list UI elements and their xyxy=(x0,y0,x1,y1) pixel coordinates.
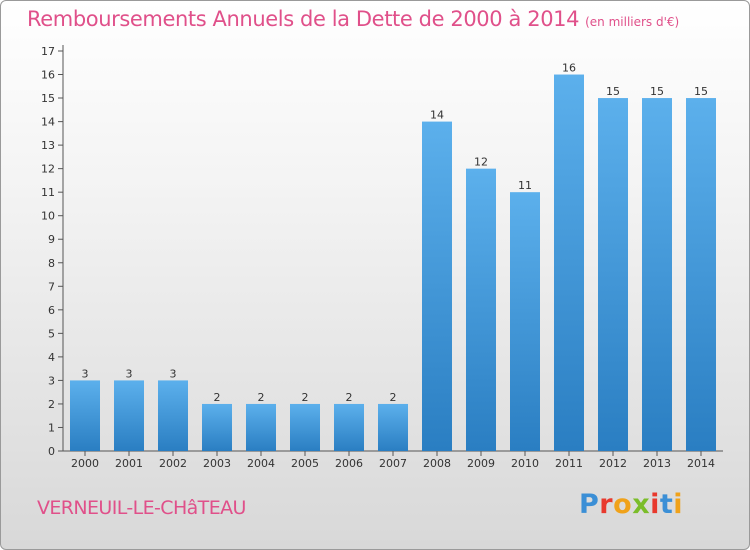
y-tick-label: 6 xyxy=(48,304,55,317)
y-tick-label: 3 xyxy=(48,374,55,387)
y-tick-label: 15 xyxy=(41,92,55,105)
x-tick-label: 2007 xyxy=(379,457,407,470)
logo-letter: i xyxy=(673,489,684,520)
bars xyxy=(70,74,716,452)
y-tick-label: 4 xyxy=(48,351,55,364)
bar xyxy=(642,98,672,451)
data-label: 2 xyxy=(302,391,309,404)
commune-name: VERNEUIL-LE-CHâTEAU xyxy=(37,497,246,519)
bar xyxy=(378,403,408,451)
bar xyxy=(246,403,276,451)
y-tick-label: 11 xyxy=(41,186,55,199)
data-label: 12 xyxy=(474,156,488,169)
logo-letter: P xyxy=(579,489,600,520)
bar xyxy=(114,380,144,451)
x-tick-label: 2000 xyxy=(71,457,99,470)
x-tick-label: 2009 xyxy=(467,457,495,470)
chart-title-text: Remboursements Annuels de la Dette de 20… xyxy=(27,7,580,31)
data-label: 3 xyxy=(170,367,177,380)
data-label: 2 xyxy=(214,391,221,404)
x-tick-label: 2001 xyxy=(115,457,143,470)
y-tick-label: 0 xyxy=(48,445,55,458)
y-tick-label: 7 xyxy=(48,280,55,293)
x-tick-label: 2006 xyxy=(335,457,363,470)
x-tick-label: 2014 xyxy=(687,457,715,470)
logo-letter: o xyxy=(613,489,633,520)
x-tick-label: 2004 xyxy=(247,457,275,470)
bar xyxy=(202,403,232,451)
data-label: 3 xyxy=(82,367,89,380)
x-tick-label: 2005 xyxy=(291,457,319,470)
y-tick-label: 1 xyxy=(48,421,55,434)
y-tick-label: 8 xyxy=(48,257,55,270)
data-label: 15 xyxy=(694,85,708,98)
y-tick-label: 9 xyxy=(48,233,55,246)
data-label: 15 xyxy=(606,85,620,98)
y-tick-label: 2 xyxy=(48,398,55,411)
logo-letter: i xyxy=(650,489,660,520)
y-tick-label: 17 xyxy=(41,45,55,58)
data-label: 14 xyxy=(430,109,444,122)
y-tick-label: 14 xyxy=(41,116,55,129)
bar xyxy=(158,380,188,451)
y-tick-label: 10 xyxy=(41,210,55,223)
x-tick-label: 2003 xyxy=(203,457,231,470)
bar xyxy=(686,98,716,451)
y-tick-label: 5 xyxy=(48,327,55,340)
data-label: 2 xyxy=(258,391,265,404)
bar xyxy=(510,192,540,452)
x-tick-label: 2011 xyxy=(555,457,583,470)
chart-title: Remboursements Annuels de la Dette de 20… xyxy=(27,7,679,31)
logo-letter: t xyxy=(659,489,674,520)
x-tick-label: 2012 xyxy=(599,457,627,470)
bar xyxy=(422,121,452,452)
data-label: 3 xyxy=(126,367,133,380)
x-tick-label: 2008 xyxy=(423,457,451,470)
bar xyxy=(290,403,320,451)
bar-labels: 3 3 3 2 2 2 2 2 14 12 11 16 15 15 15 xyxy=(82,62,709,404)
data-label: 15 xyxy=(650,85,664,98)
logo-letter: x xyxy=(632,489,651,520)
x-tick-label: 2013 xyxy=(643,457,671,470)
bar xyxy=(70,380,100,451)
bar xyxy=(466,168,496,451)
data-label: 2 xyxy=(346,391,353,404)
bar xyxy=(554,74,584,451)
x-axis: 2000 2001 2002 2003 2004 2005 2006 2007 2008 2009… xyxy=(63,450,723,470)
logo-letter: r xyxy=(599,489,614,520)
bar xyxy=(334,403,364,451)
x-tick-label: 2010 xyxy=(511,457,539,470)
data-label: 2 xyxy=(390,391,397,404)
data-label: 16 xyxy=(562,62,576,75)
y-tick-label: 16 xyxy=(41,69,55,82)
proxiti-logo[interactable]: Proxiti xyxy=(579,489,683,520)
data-label: 11 xyxy=(518,179,532,192)
chart-subtitle: (en milliers d'€) xyxy=(585,15,680,29)
y-tick-label: 13 xyxy=(41,139,55,152)
y-tick-label: 12 xyxy=(41,163,55,176)
x-tick-label: 2002 xyxy=(159,457,187,470)
bar xyxy=(598,98,628,451)
